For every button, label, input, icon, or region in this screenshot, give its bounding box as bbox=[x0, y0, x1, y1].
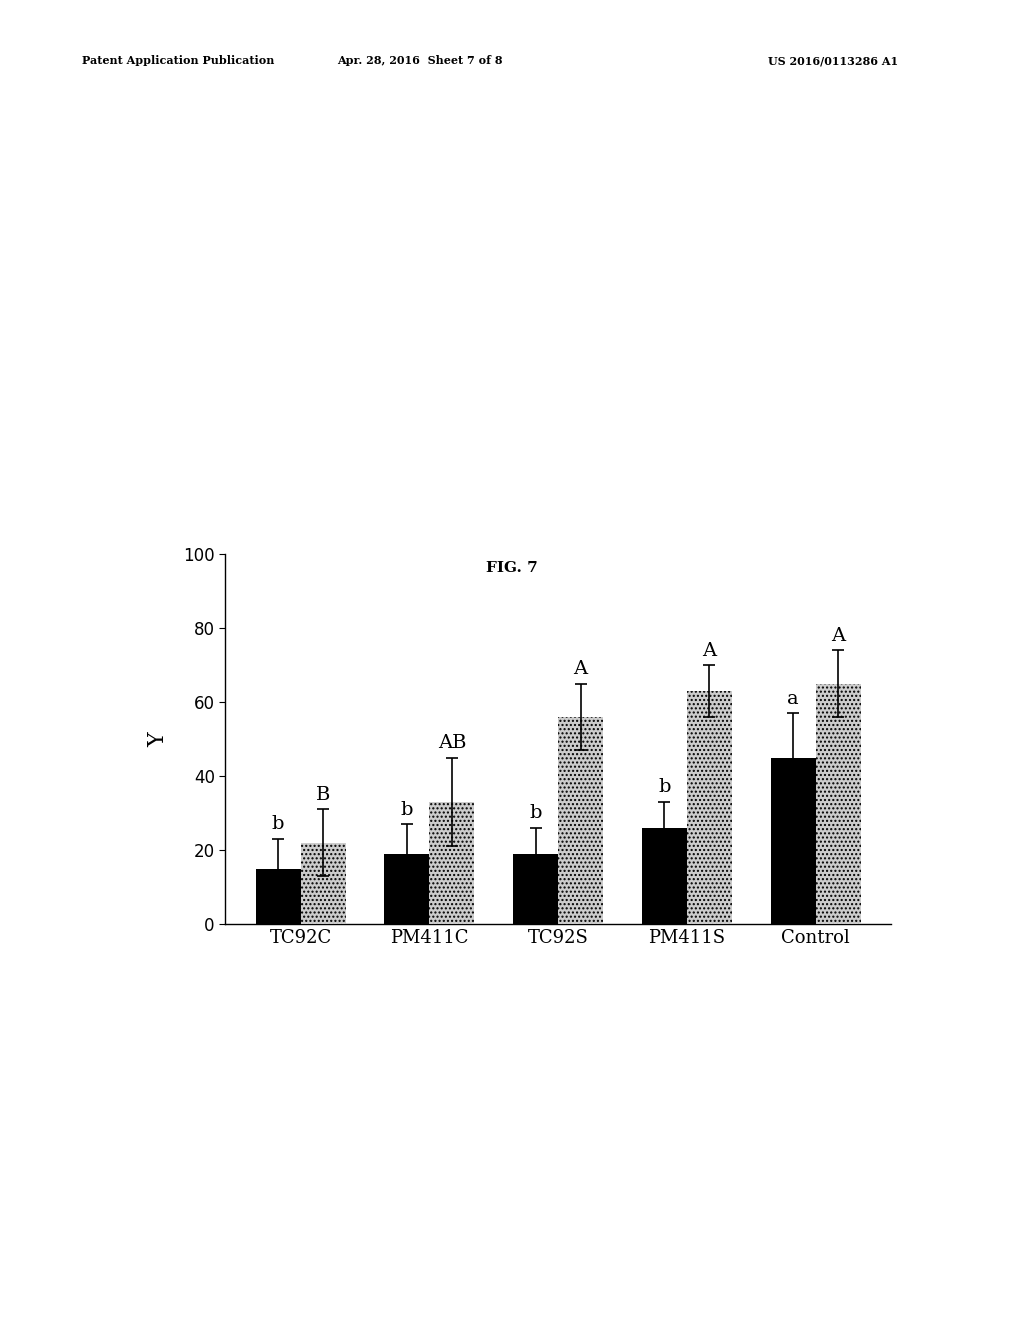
Bar bbox=[642, 828, 687, 924]
Text: B: B bbox=[316, 785, 331, 804]
Text: b: b bbox=[271, 816, 285, 833]
Bar bbox=[558, 717, 603, 924]
Bar bbox=[770, 758, 815, 924]
Bar bbox=[513, 854, 558, 924]
Text: AB: AB bbox=[437, 734, 466, 752]
Bar bbox=[301, 842, 346, 924]
Y-axis label: Y: Y bbox=[147, 731, 169, 747]
Text: A: A bbox=[573, 660, 588, 678]
Text: b: b bbox=[529, 804, 542, 822]
Text: b: b bbox=[658, 779, 671, 796]
Text: a: a bbox=[787, 690, 799, 708]
Bar bbox=[815, 684, 860, 924]
Text: Patent Application Publication: Patent Application Publication bbox=[82, 55, 274, 66]
Bar bbox=[256, 869, 301, 924]
Text: b: b bbox=[400, 801, 413, 818]
Bar bbox=[429, 803, 474, 924]
Bar bbox=[384, 854, 429, 924]
Text: Apr. 28, 2016  Sheet 7 of 8: Apr. 28, 2016 Sheet 7 of 8 bbox=[337, 55, 503, 66]
Bar bbox=[687, 692, 732, 924]
Text: A: A bbox=[831, 627, 845, 645]
Text: A: A bbox=[702, 642, 717, 660]
Text: US 2016/0113286 A1: US 2016/0113286 A1 bbox=[768, 55, 898, 66]
Text: FIG. 7: FIG. 7 bbox=[486, 561, 538, 576]
